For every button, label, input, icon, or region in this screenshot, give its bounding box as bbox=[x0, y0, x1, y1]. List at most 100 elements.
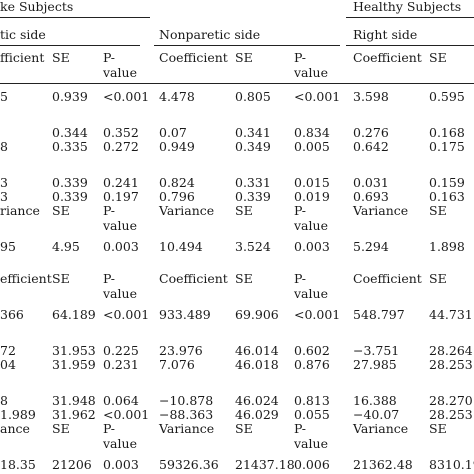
section2-col-label: SE bbox=[429, 271, 447, 286]
table-row-c7: 28.264 bbox=[429, 343, 473, 358]
table-row-c6: 548.797 bbox=[353, 307, 405, 322]
table-row-c5: 0.005 bbox=[294, 139, 330, 154]
variance-row-c4: 3.524 bbox=[235, 239, 271, 254]
table-row-c6: 0.031 bbox=[353, 175, 389, 190]
variance-row-c7: 8310.19 bbox=[429, 457, 474, 472]
variance-row-c6: 21362.48 bbox=[353, 457, 413, 472]
variance-row-c3: 59326.36 bbox=[159, 457, 219, 472]
table-row-c0: 1.989 bbox=[0, 407, 36, 422]
section2-col-label: value bbox=[294, 286, 328, 301]
variance-row-c0: 95 bbox=[0, 239, 16, 254]
variance-row-c0: 18.35 bbox=[0, 457, 36, 472]
table-row-c4: 46.014 bbox=[235, 343, 279, 358]
variance-header-c0: ance bbox=[0, 421, 30, 436]
variance-row-c4: 21437.18 bbox=[235, 457, 295, 472]
table-row-c5: 0.055 bbox=[294, 407, 330, 422]
table-row-c5: 0.019 bbox=[294, 189, 330, 204]
table-row-c2: <0.001 bbox=[103, 89, 150, 104]
table-row-c2: 0.352 bbox=[103, 125, 139, 140]
col-header-pvalue: value bbox=[103, 65, 137, 80]
table-row-c3: 0.824 bbox=[159, 175, 195, 190]
variance-col-label: SE bbox=[429, 421, 447, 436]
table-row-c1: 31.959 bbox=[52, 357, 96, 372]
table-row-c6: −3.751 bbox=[353, 343, 400, 358]
table-row-c4: 0.341 bbox=[235, 125, 271, 140]
table-row-c0: 8 bbox=[0, 139, 8, 154]
variance-header-c3: Variance bbox=[159, 421, 215, 436]
table-row-c3: −88.363 bbox=[159, 407, 214, 422]
coef-header-c0: efficient bbox=[0, 271, 52, 286]
table-row-c0: 72 bbox=[0, 343, 16, 358]
table-row-c5: <0.001 bbox=[294, 89, 341, 104]
top-rule bbox=[346, 17, 474, 18]
table-row-c6: 3.598 bbox=[353, 89, 389, 104]
table-row-c1: 0.339 bbox=[52, 189, 88, 204]
table-row-c1: 0.339 bbox=[52, 175, 88, 190]
col-header-pvalue: P- bbox=[103, 50, 115, 65]
table-row-c4: 0.331 bbox=[235, 175, 271, 190]
table-row-c3: 933.489 bbox=[159, 307, 211, 322]
table-row-c1: 0.939 bbox=[52, 89, 88, 104]
section2-col-label: SE bbox=[52, 271, 70, 286]
table-row-c2: 0.231 bbox=[103, 357, 139, 372]
variance-header-c3: Variance bbox=[159, 203, 215, 218]
table-row-c3: −10.878 bbox=[159, 393, 214, 408]
table-row-c2: 0.225 bbox=[103, 343, 139, 358]
table-row-c1: 31.962 bbox=[52, 407, 96, 422]
table-row-c6: 0.276 bbox=[353, 125, 389, 140]
variance-col-label: P- bbox=[294, 421, 306, 436]
col-header-coefficient: fficient bbox=[0, 50, 45, 65]
table-row-c1: 0.344 bbox=[52, 125, 88, 140]
table-row-c3: 7.076 bbox=[159, 357, 195, 372]
variance-header-c0: riance bbox=[0, 203, 40, 218]
variance-col-label: SE bbox=[52, 421, 70, 436]
table-row-c4: 46.029 bbox=[235, 407, 279, 422]
variance-col-label: SE bbox=[52, 203, 70, 218]
variance-col-label: value bbox=[103, 218, 137, 233]
table-row-c3: 0.07 bbox=[159, 125, 187, 140]
variance-col-label: P- bbox=[103, 421, 115, 436]
table-row-c4: 0.805 bbox=[235, 89, 271, 104]
healthy-group-header: Healthy Subjects bbox=[353, 0, 462, 14]
col-header-coefficient: Coefficient bbox=[353, 50, 422, 65]
table-row-c7: 0.163 bbox=[429, 189, 465, 204]
variance-col-label: SE bbox=[235, 203, 253, 218]
col-header-coefficient: Coefficient bbox=[159, 50, 228, 65]
table-row-c1: 31.948 bbox=[52, 393, 96, 408]
variance-row-c1: 4.95 bbox=[52, 239, 80, 254]
stroke-group-header: ke Subjects bbox=[0, 0, 74, 14]
table-row-c7: 0.159 bbox=[429, 175, 465, 190]
col-header-pvalue: P- bbox=[294, 50, 306, 65]
col-header-pvalue: value bbox=[294, 65, 328, 80]
table-row-c4: 46.018 bbox=[235, 357, 279, 372]
variance-row-c3: 10.494 bbox=[159, 239, 203, 254]
col-header-se: SE bbox=[429, 50, 447, 65]
variance-col-label: value bbox=[103, 436, 137, 451]
table-row-c2: <0.001 bbox=[103, 407, 150, 422]
variance-col-label: P- bbox=[103, 203, 115, 218]
section2-col-label: SE bbox=[235, 271, 253, 286]
table-row-c4: 0.339 bbox=[235, 189, 271, 204]
table-row-c3: 23.976 bbox=[159, 343, 203, 358]
variance-col-label: P- bbox=[294, 203, 306, 218]
table-row-c5: <0.001 bbox=[294, 307, 341, 322]
variance-row-c1: 21206 bbox=[52, 457, 92, 472]
table-row-c7: 28.253 bbox=[429, 407, 473, 422]
table-row-c5: 0.602 bbox=[294, 343, 330, 358]
table-row-c2: 0.272 bbox=[103, 139, 139, 154]
table-row-c0: 3 bbox=[0, 189, 8, 204]
table-row-c7: 28.270 bbox=[429, 393, 473, 408]
variance-col-label: value bbox=[294, 436, 328, 451]
table-row-c6: −40.07 bbox=[353, 407, 400, 422]
variance-col-label: SE bbox=[235, 421, 253, 436]
table-row-c2: <0.001 bbox=[103, 307, 150, 322]
table-row-c4: 0.349 bbox=[235, 139, 271, 154]
paretic-side-header: tic side bbox=[0, 27, 46, 42]
table-row-c3: 0.949 bbox=[159, 139, 195, 154]
table-row-c2: 0.197 bbox=[103, 189, 139, 204]
variance-row-c7: 1.898 bbox=[429, 239, 465, 254]
section2-col-label: P- bbox=[103, 271, 115, 286]
variance-col-label: value bbox=[294, 218, 328, 233]
group-rule bbox=[0, 45, 140, 46]
variance-header-c6: Variance bbox=[353, 203, 409, 218]
